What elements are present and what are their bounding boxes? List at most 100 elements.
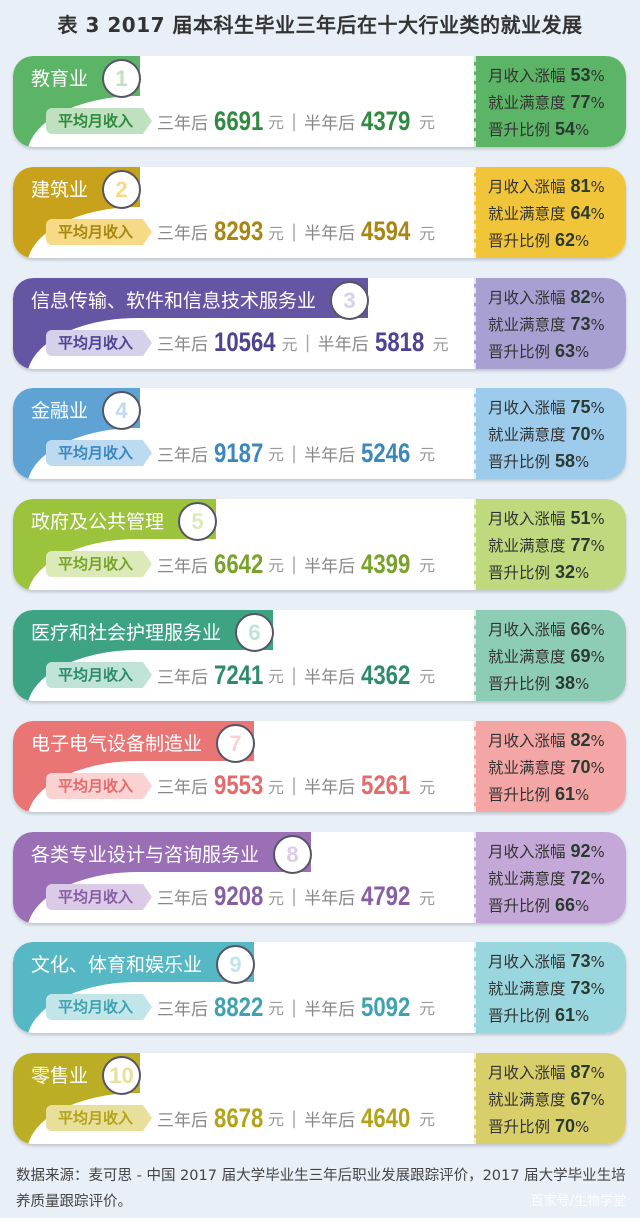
promotion-ratio: 晋升比例 66% xyxy=(488,894,590,915)
separator: | xyxy=(291,664,298,686)
half-year-label: 半年后 xyxy=(304,445,356,466)
separator: | xyxy=(291,886,298,908)
three-years-label: 三年后 xyxy=(157,999,209,1020)
rank-badge: 6 xyxy=(235,613,274,652)
satisfaction-value: 73 xyxy=(570,313,591,334)
three-years-income: 8822 xyxy=(214,991,264,1022)
job-satisfaction: 就业满意度 67% xyxy=(488,1089,605,1110)
three-years-label: 三年后 xyxy=(157,667,209,688)
three-years-label: 三年后 xyxy=(157,113,209,134)
three-years-income: 6642 xyxy=(214,548,264,579)
industry-name: 教育业 xyxy=(31,68,89,90)
satisfaction-value: 64 xyxy=(570,202,591,223)
job-satisfaction: 就业满意度 73% xyxy=(488,313,605,334)
rank-badge: 5 xyxy=(178,502,217,542)
avg-income-label: 平均月收入 xyxy=(46,551,153,578)
promotion-value: 70 xyxy=(554,1116,575,1137)
satisfaction-value: 77 xyxy=(570,535,591,556)
half-year-income: 4792 xyxy=(361,881,411,912)
avg-income-label: 平均月收入 xyxy=(46,1105,153,1132)
income-row: 平均月收入 三年后 6691 元 | 半年后 4379 元 xyxy=(46,106,435,136)
half-year-income: 4362 xyxy=(361,659,411,690)
satisfaction-value: 70 xyxy=(570,424,591,445)
source-note: 数据来源：麦可思 - 中国 2017 届大学毕业生三年后职业发展跟踪评价，201… xyxy=(16,1168,626,1210)
half-year-label: 半年后 xyxy=(304,224,356,245)
three-years-label: 三年后 xyxy=(157,889,209,910)
income-growth: 月收入涨幅 82% xyxy=(488,729,605,750)
promotion-ratio: 晋升比例 32% xyxy=(488,562,590,583)
three-years-income: 10564 xyxy=(214,327,276,358)
promotion-ratio: 晋升比例 62% xyxy=(488,229,590,250)
industry-name: 信息传输、软件和信息技术服务业 xyxy=(31,289,317,312)
job-satisfaction: 就业满意度 77% xyxy=(488,92,605,112)
watermark: 百家号/生物学堂 xyxy=(530,1194,626,1209)
satisfaction-value: 73 xyxy=(570,978,591,999)
three-years-income: 9187 xyxy=(214,437,264,468)
separator: | xyxy=(304,332,311,354)
industry-card: 建筑业 2 平均月收入 三年后 8293 元 | 半年后 4594 元 月收入涨… xyxy=(13,166,626,258)
three-years-label: 三年后 xyxy=(157,335,209,356)
industry-name: 各类专业设计与咨询服务业 xyxy=(31,843,260,866)
half-year-income: 4379 xyxy=(361,105,411,136)
job-satisfaction: 就业满意度 73% xyxy=(488,978,605,999)
promotion-ratio: 晋升比例 58% xyxy=(488,451,590,472)
promotion-ratio: 晋升比例 54% xyxy=(488,119,590,139)
half-year-label: 半年后 xyxy=(317,335,369,356)
satisfaction-value: 67 xyxy=(570,1089,591,1110)
income-growth-value: 53 xyxy=(570,65,591,85)
rank-badge: 2 xyxy=(102,169,141,209)
promotion-ratio: 晋升比例 38% xyxy=(488,673,590,693)
income-growth-value: 73 xyxy=(570,951,591,972)
avg-income-label: 平均月收入 xyxy=(46,883,153,910)
stats-panel: 月收入涨幅 81% 就业满意度 64% 晋升比例 62% xyxy=(474,166,626,258)
promotion-value: 32 xyxy=(554,562,575,583)
income-growth: 月收入涨幅 82% xyxy=(488,286,605,307)
promotion-value: 54 xyxy=(554,119,575,139)
promotion-value: 62 xyxy=(554,229,575,250)
rank-badge: 4 xyxy=(102,391,141,431)
separator: | xyxy=(291,775,298,797)
three-years-income: 6691 xyxy=(214,105,264,136)
half-year-label: 半年后 xyxy=(304,1110,356,1131)
job-satisfaction: 就业满意度 70% xyxy=(488,756,605,777)
rank-badge: 7 xyxy=(216,723,255,763)
stats-panel: 月收入涨幅 75% 就业满意度 70% 晋升比例 58% xyxy=(474,388,626,480)
separator: | xyxy=(291,221,298,243)
income-row: 平均月收入 三年后 8822 元 | 半年后 5092 元 xyxy=(46,992,435,1022)
stats-panel: 月收入涨幅 87% 就业满意度 67% 晋升比例 70% xyxy=(474,1053,626,1145)
income-growth-value: 87 xyxy=(570,1062,591,1083)
income-row: 平均月收入 三年后 9553 元 | 半年后 5261 元 xyxy=(46,770,435,801)
industry-card: 电子电气设备制造业 7 平均月收入 三年后 9553 元 | 半年后 5261 … xyxy=(13,720,626,812)
income-growth-value: 82 xyxy=(570,729,591,750)
separator: | xyxy=(291,553,298,575)
unit-label: 元 xyxy=(419,999,436,1019)
half-year-income: 5261 xyxy=(361,770,411,801)
half-year-label: 半年后 xyxy=(304,778,356,799)
stats-panel: 月收入涨幅 82% 就业满意度 70% 晋升比例 61% xyxy=(474,720,626,812)
three-years-label: 三年后 xyxy=(157,556,209,577)
unit-label: 元 xyxy=(268,667,285,686)
three-years-label: 三年后 xyxy=(157,224,209,245)
promotion-value: 38 xyxy=(554,673,575,693)
promotion-value: 66 xyxy=(554,894,575,915)
income-growth: 月收入涨幅 51% xyxy=(488,508,605,529)
industry-name: 建筑业 xyxy=(31,178,89,201)
industry-card: 文化、体育和娱乐业 9 平均月收入 三年后 8822 元 | 半年后 5092 … xyxy=(13,942,626,1034)
income-growth: 月收入涨幅 66% xyxy=(488,619,605,639)
avg-income-label: 平均月收入 xyxy=(46,218,153,245)
unit-label: 元 xyxy=(268,445,285,465)
satisfaction-value: 77 xyxy=(570,92,591,112)
industry-name: 医疗和社会护理服务业 xyxy=(31,622,222,644)
rank-badge: 10 xyxy=(102,1056,141,1096)
three-years-label: 三年后 xyxy=(157,445,209,466)
three-years-income: 7241 xyxy=(214,659,264,690)
industry-name: 金融业 xyxy=(31,400,89,423)
avg-income-label: 平均月收入 xyxy=(46,994,153,1021)
separator: | xyxy=(291,442,298,464)
income-growth-value: 92 xyxy=(570,840,591,861)
job-satisfaction: 就业满意度 70% xyxy=(488,424,605,445)
industry-card: 医疗和社会护理服务业 6 平均月收入 三年后 7241 元 | 半年后 4362… xyxy=(13,610,626,701)
promotion-ratio: 晋升比例 61% xyxy=(488,783,590,804)
income-growth-value: 66 xyxy=(570,619,591,639)
income-growth-value: 82 xyxy=(570,286,591,307)
